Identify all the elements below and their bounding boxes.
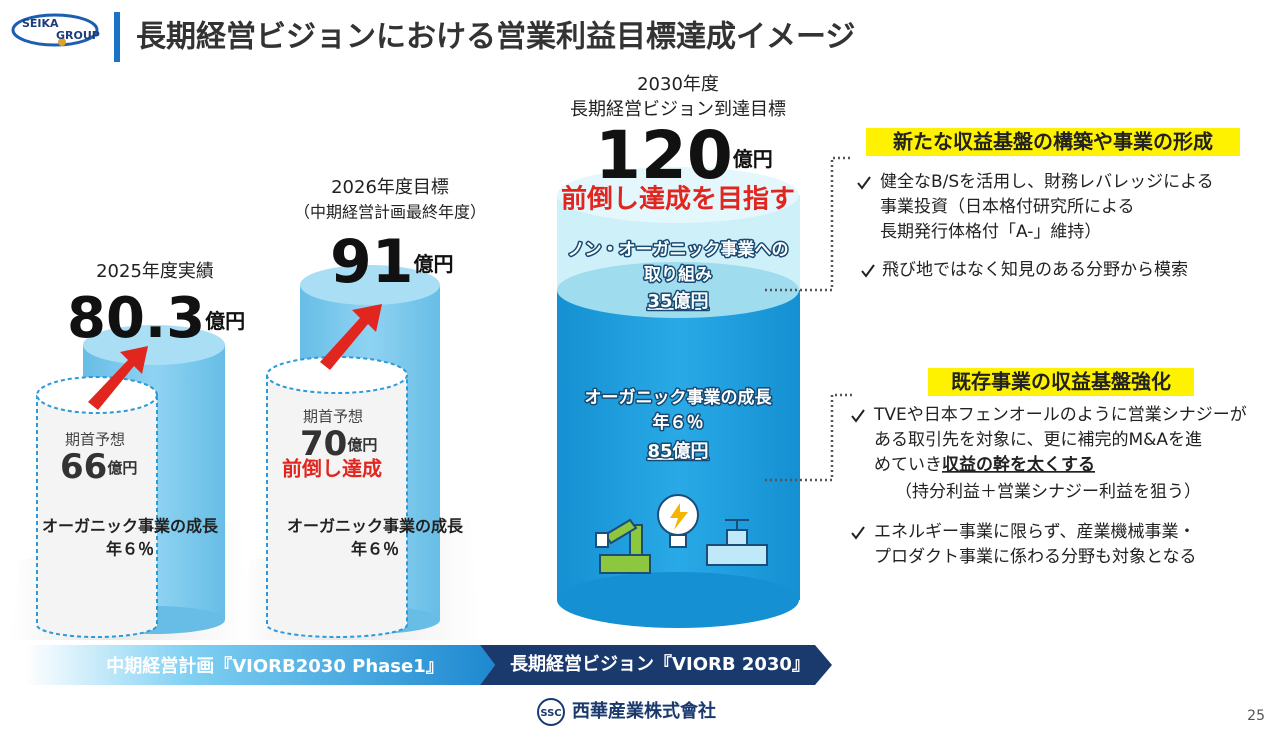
bullet-text: （持分利益＋営業シナジー利益を狙う） xyxy=(895,482,1201,502)
heading-highlight xyxy=(866,128,1240,156)
arrow xyxy=(88,346,148,410)
forecast-value: 66億円 xyxy=(60,447,137,487)
heading-highlight xyxy=(928,368,1194,396)
timeline-band xyxy=(480,645,832,685)
segment-amount: 35億円 xyxy=(647,290,708,312)
column-label: 2025年度実績 xyxy=(96,261,214,282)
growth-text: オーガニック事業の成長 xyxy=(287,517,464,536)
cylinder-front xyxy=(266,356,408,638)
footer-company: 西華産業株式會社 xyxy=(572,700,716,722)
timeline-label: 中期経営計画『VIORB2030 Phase1』 xyxy=(106,655,443,677)
bullet-text: プロダクト事業に係わる分野も対象となる xyxy=(874,547,1197,567)
forecast-label: 期首予想 xyxy=(303,408,363,426)
bullet-text: 健全なB/Sを活用し、財務レバレッジによる xyxy=(880,172,1214,192)
check xyxy=(861,264,875,278)
column-sublabel: （中期経営計画最終年度） xyxy=(294,203,486,222)
segment-text: 年６％ xyxy=(653,412,704,433)
logo-text: SEIKA xyxy=(22,17,59,30)
title-bar xyxy=(114,12,120,62)
forecast-label: 期首予想 xyxy=(65,431,125,449)
section-heading: 既存事業の収益基盤強化 xyxy=(951,370,1171,394)
column-note: 前倒し達成を目指す xyxy=(561,184,795,215)
bullet-text: TVEや日本フェンオールのように営業シナジーが xyxy=(873,405,1247,425)
segment-text: 取り組み xyxy=(644,264,712,285)
bullet-text: ある取引先を対象に、更に補完的M&Aを進 xyxy=(874,430,1202,450)
icon-bulb xyxy=(657,494,699,548)
segment-text: ノン・オーガニック事業への xyxy=(568,239,789,260)
cylinder-front xyxy=(36,376,158,638)
cylinder-large xyxy=(557,167,800,628)
connector xyxy=(765,393,852,482)
column-label: 2026年度目標 xyxy=(331,177,449,198)
timeline-band xyxy=(25,645,495,685)
check xyxy=(851,526,865,540)
bullet-text: エネルギー事業に限らず、産業機械事業・ xyxy=(874,522,1195,542)
logo: SEIKA GROUP xyxy=(11,13,100,47)
segment-amount: 85億円 xyxy=(647,440,708,462)
page-number: 25 xyxy=(1247,708,1265,724)
check xyxy=(851,409,865,423)
arrow xyxy=(320,304,382,370)
logo-text: GROUP xyxy=(56,29,100,42)
column-value: 120億円 xyxy=(595,117,773,194)
bullet-text: 長期発行体格付「A-」維持） xyxy=(880,222,1101,242)
check xyxy=(857,176,871,190)
timeline-label: 長期経営ビジョン『VIORB 2030』 xyxy=(510,653,810,675)
segment-text: オーガニック事業の成長 xyxy=(585,387,773,408)
column-label: 2030年度 xyxy=(637,74,719,95)
bullet-text: めていき収益の幹を太くする xyxy=(874,454,1095,475)
growth-text: オーガニック事業の成長 xyxy=(42,517,219,536)
footer-badge xyxy=(537,698,565,726)
slide-title: 長期経営ビジョンにおける営業利益目標達成イメージ xyxy=(136,20,855,55)
column-value: 80.3億円 xyxy=(67,286,245,351)
growth-text: 年６％ xyxy=(106,540,154,559)
bullet-text: 事業投資（日本格付研究所による xyxy=(880,197,1135,217)
column-value: 91億円 xyxy=(330,227,454,297)
icon-valve xyxy=(706,519,768,566)
bullet-text: 飛び地ではなく知見のある分野から模索 xyxy=(882,260,1188,280)
forecast-note: 前倒し達成 xyxy=(282,457,382,481)
icon-robot xyxy=(595,518,651,574)
section-heading: 新たな収益基盤の構築や事業の形成 xyxy=(893,130,1213,154)
column-label: 長期経営ビジョン到達目標 xyxy=(570,99,786,120)
forecast-value: 70億円 xyxy=(300,424,377,464)
footer-badge-text: SSC xyxy=(540,708,561,719)
growth-text: 年６％ xyxy=(351,540,399,559)
